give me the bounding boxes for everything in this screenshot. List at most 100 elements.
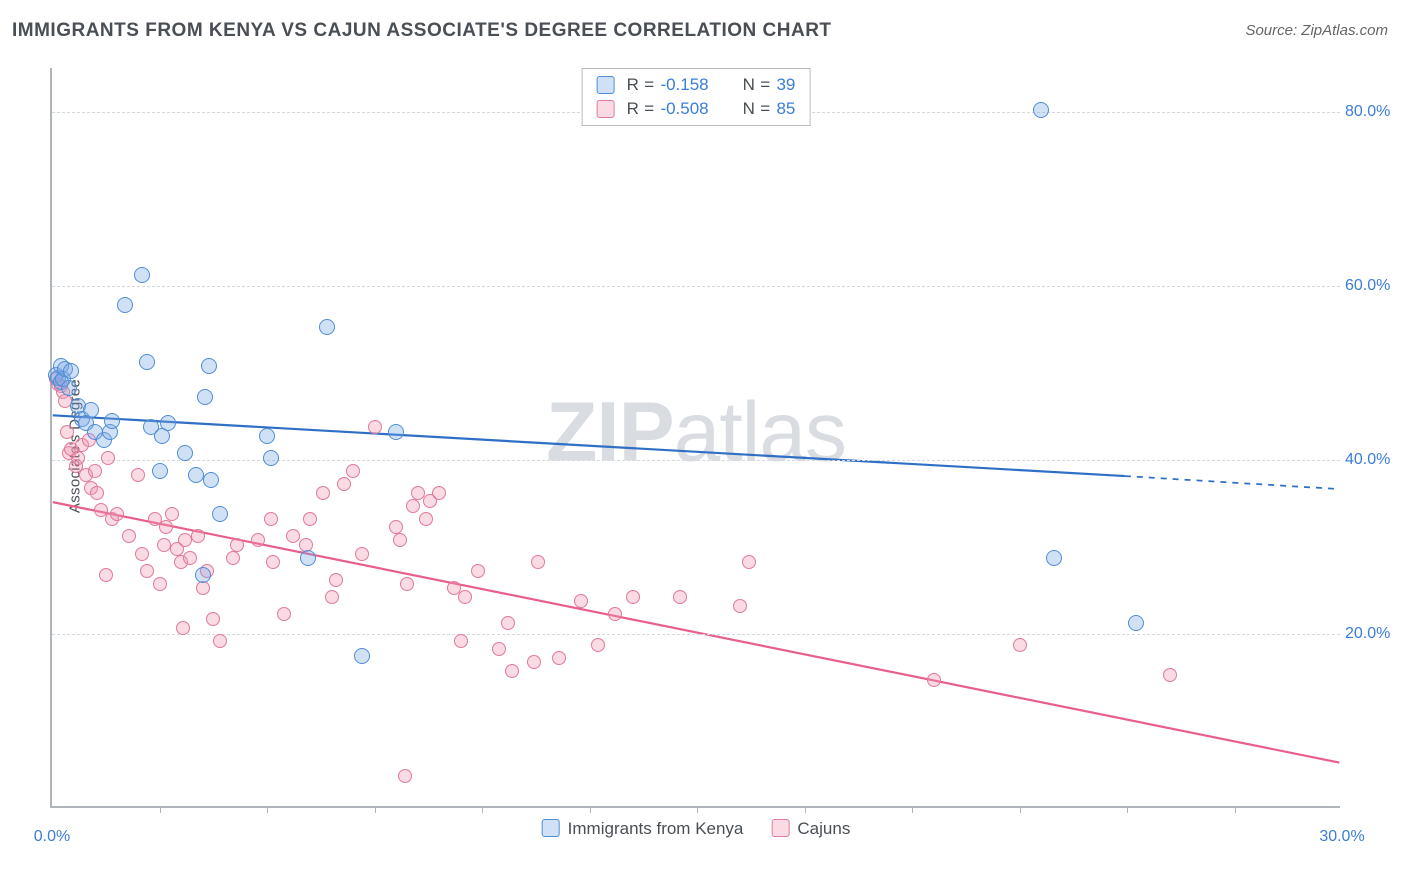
scatter-point bbox=[316, 486, 330, 500]
scatter-point bbox=[188, 467, 204, 483]
scatter-point bbox=[277, 607, 291, 621]
scatter-point bbox=[110, 507, 124, 521]
scatter-point bbox=[266, 555, 280, 569]
scatter-point bbox=[368, 420, 382, 434]
scatter-point bbox=[178, 533, 192, 547]
trend-line-extrapolation bbox=[1125, 476, 1339, 489]
scatter-point bbox=[400, 577, 414, 591]
scatter-point bbox=[206, 612, 220, 626]
scatter-point bbox=[419, 512, 433, 526]
scatter-point bbox=[673, 590, 687, 604]
scatter-point bbox=[191, 529, 205, 543]
scatter-point bbox=[325, 590, 339, 604]
scatter-point bbox=[61, 380, 77, 396]
n-label: N = bbox=[743, 73, 771, 97]
x-tick-mark bbox=[375, 806, 376, 813]
legend-item-2: Cajuns bbox=[771, 819, 850, 839]
scatter-point bbox=[263, 450, 279, 466]
legend-label-1: Immigrants from Kenya bbox=[568, 819, 744, 838]
scatter-point bbox=[159, 520, 173, 534]
n-label: N = bbox=[743, 97, 771, 121]
legend-row-series-1: R = -0.158 N = 39 bbox=[597, 73, 796, 97]
scatter-point bbox=[300, 550, 316, 566]
x-tick-mark bbox=[1020, 806, 1021, 813]
scatter-point bbox=[135, 547, 149, 561]
scatter-point bbox=[259, 428, 275, 444]
x-tick-mark bbox=[1235, 806, 1236, 813]
n-value-2: 85 bbox=[776, 97, 795, 121]
scatter-point bbox=[203, 472, 219, 488]
scatter-point bbox=[117, 297, 133, 313]
trend-line bbox=[53, 502, 1340, 762]
y-tick-label: 40.0% bbox=[1345, 451, 1390, 469]
scatter-point bbox=[393, 533, 407, 547]
scatter-point bbox=[140, 564, 154, 578]
scatter-point bbox=[213, 634, 227, 648]
x-tick-mark bbox=[697, 806, 698, 813]
scatter-point bbox=[398, 769, 412, 783]
x-tick-mark bbox=[1127, 806, 1128, 813]
x-tick-mark bbox=[160, 806, 161, 813]
gridline bbox=[52, 634, 1340, 635]
r-value-2: -0.508 bbox=[660, 97, 708, 121]
correlation-legend: R = -0.158 N = 39 R = -0.508 N = 85 bbox=[582, 68, 811, 126]
n-value-1: 39 bbox=[776, 73, 795, 97]
x-tick-label: 0.0% bbox=[34, 828, 70, 846]
legend-swatch-2b bbox=[771, 819, 789, 837]
scatter-point bbox=[303, 512, 317, 526]
scatter-point bbox=[71, 451, 85, 465]
scatter-point bbox=[230, 538, 244, 552]
x-tick-mark bbox=[805, 806, 806, 813]
x-tick-label: 30.0% bbox=[1319, 828, 1364, 846]
scatter-point bbox=[527, 655, 541, 669]
plot-area: ZIPatlas R = -0.158 N = 39 R = -0.508 N … bbox=[50, 68, 1340, 808]
scatter-point bbox=[286, 529, 300, 543]
r-value-1: -0.158 bbox=[660, 73, 708, 97]
series-legend: Immigrants from Kenya Cajuns bbox=[542, 819, 851, 839]
scatter-point bbox=[139, 354, 155, 370]
scatter-point bbox=[458, 590, 472, 604]
scatter-point bbox=[134, 267, 150, 283]
trend-lines-svg bbox=[52, 68, 1340, 806]
scatter-point bbox=[176, 621, 190, 635]
scatter-point bbox=[505, 664, 519, 678]
scatter-point bbox=[88, 464, 102, 478]
y-tick-label: 80.0% bbox=[1345, 103, 1390, 121]
scatter-point bbox=[1128, 615, 1144, 631]
scatter-point bbox=[531, 555, 545, 569]
scatter-point bbox=[346, 464, 360, 478]
scatter-point bbox=[501, 616, 515, 630]
legend-swatch-1 bbox=[597, 76, 615, 94]
x-tick-mark bbox=[267, 806, 268, 813]
scatter-point bbox=[122, 529, 136, 543]
scatter-point bbox=[406, 499, 420, 513]
legend-label-2: Cajuns bbox=[797, 819, 850, 838]
y-tick-label: 60.0% bbox=[1345, 277, 1390, 295]
y-tick-label: 20.0% bbox=[1345, 625, 1390, 643]
source-attribution: Source: ZipAtlas.com bbox=[1245, 22, 1388, 39]
scatter-point bbox=[552, 651, 566, 665]
scatter-point bbox=[574, 594, 588, 608]
trend-line bbox=[53, 415, 1125, 476]
gridline bbox=[52, 460, 1340, 461]
scatter-point bbox=[196, 581, 210, 595]
scatter-point bbox=[104, 413, 120, 429]
scatter-point bbox=[411, 486, 425, 500]
x-tick-mark bbox=[482, 806, 483, 813]
scatter-point bbox=[329, 573, 343, 587]
scatter-point bbox=[183, 551, 197, 565]
scatter-point bbox=[471, 564, 485, 578]
scatter-point bbox=[160, 415, 176, 431]
scatter-point bbox=[626, 590, 640, 604]
scatter-point bbox=[389, 520, 403, 534]
scatter-point bbox=[131, 468, 145, 482]
scatter-point bbox=[591, 638, 605, 652]
r-label: R = bbox=[627, 97, 655, 121]
legend-swatch-2 bbox=[597, 100, 615, 118]
scatter-point bbox=[212, 506, 228, 522]
legend-row-series-2: R = -0.508 N = 85 bbox=[597, 97, 796, 121]
scatter-point bbox=[1013, 638, 1027, 652]
scatter-point bbox=[1033, 102, 1049, 118]
scatter-point bbox=[1163, 668, 1177, 682]
scatter-point bbox=[201, 358, 217, 374]
